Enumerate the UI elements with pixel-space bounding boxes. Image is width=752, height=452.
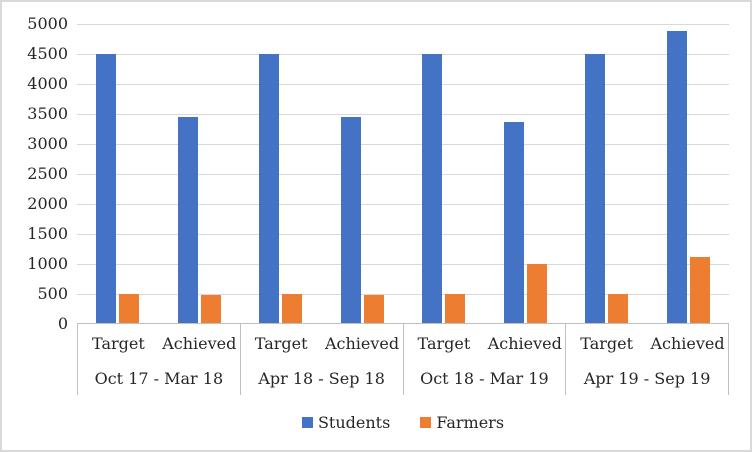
period-label: Oct 18 - Mar 19 (420, 369, 549, 388)
y-tick-label-0: 0 (57, 314, 68, 333)
subgroup-achieved (322, 24, 404, 324)
gridline-500 (77, 293, 729, 295)
legend-label: Students (317, 412, 391, 432)
bar-groups (77, 24, 729, 324)
subcategory-label: Target (92, 333, 145, 353)
y-tick-label-2000: 2000 (27, 194, 68, 213)
bar-students (666, 31, 687, 324)
category-group: Target Achieved Oct 18 - Mar 19 (402, 324, 566, 395)
subcategory-labels: Target Achieved (404, 324, 566, 362)
gridline-1000 (77, 263, 729, 265)
period-group (77, 24, 240, 324)
category-group: Target Achieved Oct 17 - Mar 18 (77, 324, 240, 395)
plot-area (77, 23, 729, 324)
bar-students (259, 54, 280, 324)
period-group (566, 24, 729, 324)
gridline-2500 (77, 173, 729, 175)
y-tick-label-4500: 4500 (27, 44, 68, 63)
y-tick-label-500: 500 (37, 284, 68, 303)
legend: Students Farmers (77, 411, 729, 433)
subgroup-achieved (485, 24, 567, 324)
y-tick-label-4000: 4000 (27, 74, 68, 93)
y-tick-label-3500: 3500 (27, 104, 68, 123)
x-axis-line (77, 323, 729, 324)
subcategory-labels: Target Achieved (78, 324, 240, 362)
bar-students (96, 54, 117, 324)
subcategory-label: Achieved (324, 333, 400, 353)
period-group (403, 24, 566, 324)
gridline-2000 (77, 203, 729, 205)
subcategory-label: Target (417, 333, 471, 353)
period-group (240, 24, 403, 324)
subcategory-label: Achieved (650, 333, 725, 353)
subcategory-label: Achieved (162, 333, 237, 353)
y-tick-label-5000: 5000 (27, 14, 68, 33)
period-label: Oct 17 - Mar 18 (94, 369, 224, 388)
category-group: Target Achieved Apr 18 - Sep 18 (239, 324, 403, 395)
bar-farmers (282, 294, 303, 324)
subcategory-labels: Target Achieved (241, 324, 403, 362)
bar-farmers (608, 294, 629, 324)
subcategory-label: Achieved (487, 333, 562, 353)
legend-item-farmers: Farmers (420, 413, 504, 432)
y-tick-label-1000: 1000 (27, 254, 68, 273)
subcategory-labels: Target Achieved (566, 324, 728, 362)
bar-students (177, 117, 198, 324)
gridline-3000 (77, 143, 729, 145)
bar-students (503, 122, 524, 324)
subcategory-label: Target (254, 333, 308, 353)
gridline-4500 (77, 53, 729, 55)
bar-students (340, 117, 361, 324)
bar-farmers (445, 294, 466, 324)
gridline-4000 (77, 83, 729, 85)
subgroup-achieved (648, 24, 730, 324)
bar-farmers (200, 295, 221, 324)
subgroup-target (566, 24, 648, 324)
gridline-1500 (77, 233, 729, 235)
category-axis: Target Achieved Oct 17 - Mar 18 Target Achie… (77, 324, 729, 395)
gridline-3500 (77, 113, 729, 115)
subgroup-target (240, 24, 322, 324)
bar-students (585, 54, 606, 324)
legend-swatch-icon (420, 416, 432, 428)
bar-farmers (119, 294, 140, 324)
legend-swatch-icon (301, 416, 313, 428)
bar-farmers (363, 295, 384, 324)
subgroup-target (403, 24, 485, 324)
subgroup-target (77, 24, 159, 324)
legend-label: Farmers (436, 412, 505, 432)
subgroup-achieved (159, 24, 241, 324)
bar-farmers (689, 257, 710, 324)
legend-item-students: Students (301, 412, 391, 432)
subcategory-label: Target (580, 333, 634, 353)
bar-farmers (526, 264, 547, 324)
period-label: Apr 18 - Sep 18 (258, 369, 385, 388)
period-label: Apr 19 - Sep 19 (583, 369, 711, 388)
bar-students (422, 54, 443, 324)
category-group: Target Achieved Apr 19 - Sep 19 (565, 324, 729, 395)
y-tick-label-2500: 2500 (27, 164, 68, 183)
gridline-5000 (77, 23, 729, 25)
y-tick-label-3000: 3000 (27, 134, 68, 153)
y-tick-label-1500: 1500 (27, 224, 68, 243)
